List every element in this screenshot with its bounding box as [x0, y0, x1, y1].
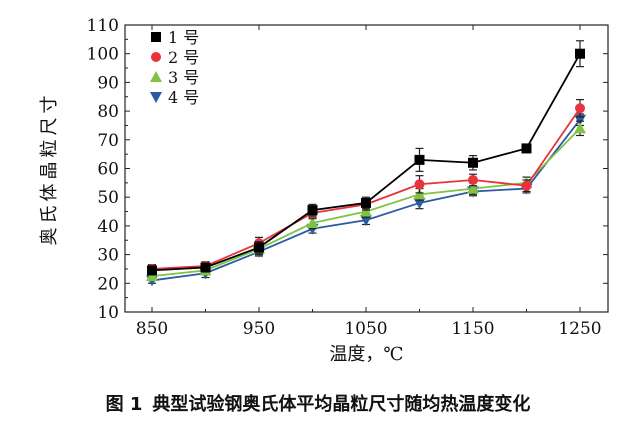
legend-marker-2	[151, 52, 161, 62]
data-point-series-1	[200, 262, 211, 273]
figure-caption: 图 1 典型试验钢奥氏体平均晶粒尺寸随均热温度变化	[0, 390, 636, 416]
data-point-series-1	[414, 154, 425, 165]
legend-marker-1	[151, 32, 161, 42]
y-tick-label: 20	[97, 274, 119, 294]
legend-label: 2 号	[168, 48, 199, 67]
x-tick-label: 1150	[451, 319, 494, 339]
y-tick-label: 30	[97, 246, 119, 266]
x-tick-label: 850	[136, 319, 168, 339]
chart: 10 20 30 40 50 60 70 80 90 100 110 850 950 1050 1150 12…	[39, 16, 609, 365]
y-axis-label: 奥氏体晶粒尺寸	[39, 92, 60, 246]
data-point-series-4	[574, 114, 586, 126]
data-point-series-1	[254, 242, 264, 253]
y-tick-label: 70	[97, 131, 119, 151]
data-point-series-1	[361, 197, 371, 208]
y-tick-label: 40	[97, 217, 119, 237]
y-tick-label: 80	[97, 102, 119, 122]
legend-label: 4 号	[168, 88, 199, 107]
data-point-series-1	[147, 265, 157, 276]
data-point-series-4	[413, 197, 426, 209]
series-line-1	[151, 53, 581, 272]
data-point-series-2	[468, 174, 478, 185]
data-point-series-3	[467, 182, 479, 194]
y-tick-label: 100	[87, 45, 119, 65]
data-point-series-3	[146, 270, 158, 282]
legend-marker-3	[150, 71, 162, 82]
y-tick-label: 60	[97, 160, 119, 180]
data-point-series-1	[521, 143, 532, 154]
y-tick-label: 50	[97, 188, 119, 208]
y-tick-label: 90	[97, 73, 119, 93]
data-point-series-2	[575, 103, 585, 114]
legend-marker-4	[150, 92, 162, 103]
legend-label: 1 号	[168, 28, 199, 47]
data-point-series-2	[414, 179, 425, 190]
data-point-series-3	[413, 188, 426, 200]
data-point-series-1	[307, 205, 318, 216]
y-tick-label: 10	[97, 303, 119, 323]
x-axis-label: 温度，℃	[329, 344, 403, 365]
data-point-series-4	[360, 215, 372, 227]
figure-caption-text: 典型试验钢奥氏体平均晶粒尺寸随均热温度变化	[152, 394, 531, 415]
data-point-series-3	[574, 122, 586, 134]
data-point-series-2	[521, 180, 532, 191]
x-tick-label: 1250	[558, 319, 601, 339]
data-point-series-3	[360, 205, 372, 217]
data-point-series-1	[575, 48, 585, 59]
x-tick-label: 1050	[344, 319, 387, 339]
legend-label: 3 号	[168, 68, 199, 87]
figure-number: 图 1	[105, 394, 143, 415]
y-tick-label: 110	[87, 16, 119, 36]
data-point-series-1	[468, 157, 478, 168]
data-point-series-3	[306, 217, 319, 229]
x-tick-label: 950	[243, 319, 275, 339]
